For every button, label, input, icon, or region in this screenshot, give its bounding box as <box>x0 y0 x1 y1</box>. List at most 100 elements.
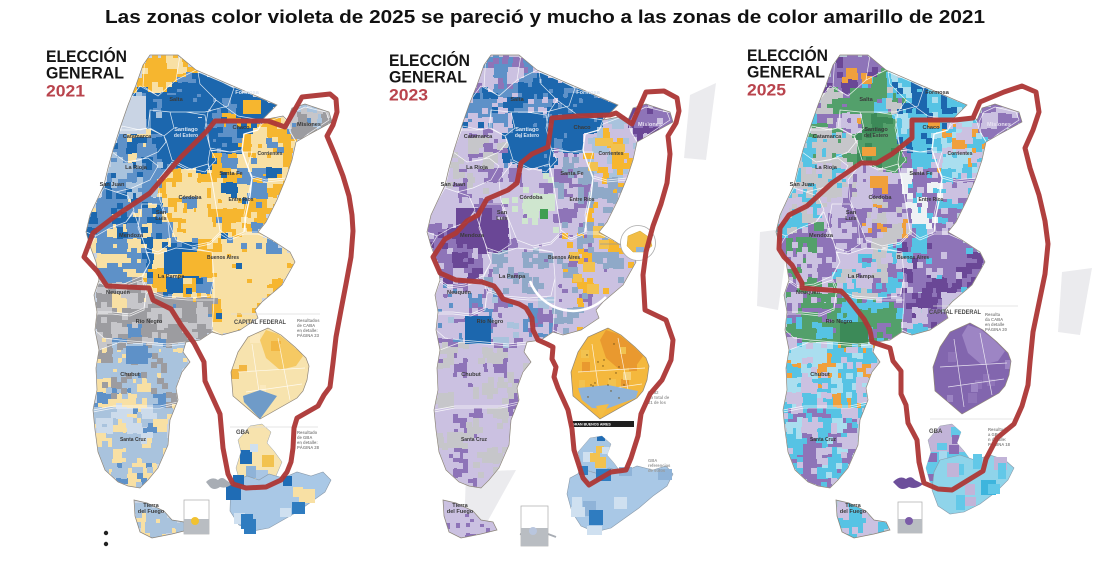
svg-text:Formosa: Formosa <box>576 90 601 96</box>
svg-text:un total de: un total de <box>648 395 670 400</box>
svg-text:del Fuego: del Fuego <box>447 509 474 515</box>
svg-text:La Rioja: La Rioja <box>125 165 148 171</box>
svg-text:Santa Fe: Santa Fe <box>219 171 242 177</box>
svg-text:Entre Ríos: Entre Ríos <box>228 197 253 203</box>
svg-text:Entre Ríos: Entre Ríos <box>918 197 943 203</box>
svg-text:Luis: Luis <box>845 216 857 222</box>
svg-text:Corrientes: Corrientes <box>598 151 623 157</box>
svg-text:a GBA: a GBA <box>988 432 1001 437</box>
svg-text:San Juan: San Juan <box>441 182 466 188</box>
svg-text:GBA: GBA <box>929 429 943 435</box>
svg-text:PÁGINA 20: PÁGINA 20 <box>985 327 1008 332</box>
svg-text:Río Negro: Río Negro <box>826 319 853 325</box>
svg-text:Salta: Salta <box>510 97 524 103</box>
svg-text:Santa Cruz: Santa Cruz <box>120 437 147 443</box>
svg-text:Resultado: Resultado <box>297 430 318 435</box>
svg-text:Santa Cruz: Santa Cruz <box>810 437 837 443</box>
svg-text:21 de los: 21 de los <box>648 400 667 405</box>
svg-text:en detalle:: en detalle: <box>297 440 318 445</box>
svg-text:Santiago: Santiago <box>864 127 888 133</box>
svg-text:La Rioja: La Rioja <box>815 165 838 171</box>
svg-text:Resulta: Resulta <box>985 312 1001 317</box>
svg-text:ELECCIÓN: ELECCIÓN <box>389 51 470 70</box>
svg-text:La Rioja: La Rioja <box>466 165 489 171</box>
svg-text:GBA: GBA <box>236 430 250 436</box>
svg-text:Luis: Luis <box>496 216 508 222</box>
svg-text:Santa Cruz: Santa Cruz <box>461 437 488 443</box>
svg-text:Catamarca: Catamarca <box>813 134 842 140</box>
svg-text:PÁGINA 18: PÁGINA 18 <box>988 442 1011 447</box>
svg-text:La Pampa: La Pampa <box>158 274 185 280</box>
svg-text:del Estero: del Estero <box>515 133 539 139</box>
svg-text:Chaco: Chaco <box>232 125 250 131</box>
svg-text:ELECCIÓN: ELECCIÓN <box>46 47 127 66</box>
svg-text:CAPITAL FEDERAL: CAPITAL FEDERAL <box>929 309 981 316</box>
svg-text:Santa Fe: Santa Fe <box>909 171 932 177</box>
svg-text:Corrientes: Corrientes <box>947 151 972 157</box>
svg-text:Santiago: Santiago <box>515 127 539 133</box>
svg-text:da CABA: da CABA <box>985 317 1003 322</box>
svg-text:GENERAL: GENERAL <box>747 62 825 81</box>
svg-text:Formosa: Formosa <box>235 90 260 96</box>
svg-text:Misiones: Misiones <box>987 122 1011 128</box>
svg-text:GENERAL: GENERAL <box>389 67 467 86</box>
svg-text:ELECCIÓN: ELECCIÓN <box>747 46 828 65</box>
svg-text:Catamarca: Catamarca <box>464 134 493 140</box>
svg-text:Buenos Aires: Buenos Aires <box>897 255 929 261</box>
svg-text:Tierra: Tierra <box>845 503 861 509</box>
svg-text:Neuquén: Neuquén <box>106 290 131 296</box>
svg-text:GRAN BUENOS AIRES: GRAN BUENOS AIRES <box>572 423 611 427</box>
svg-text:Mendoza: Mendoza <box>460 233 485 239</box>
svg-text:Resultados: Resultados <box>297 318 320 323</box>
svg-text:Chubut: Chubut <box>461 372 481 378</box>
svg-text:Salta: Salta <box>169 97 183 103</box>
svg-text:Chubut: Chubut <box>810 372 830 378</box>
svg-text:Las zonas color violeta de 202: Las zonas color violeta de 2025 se parec… <box>105 6 985 27</box>
svg-text:Buenos Aires: Buenos Aires <box>548 255 580 261</box>
svg-text:Chaco: Chaco <box>573 125 591 131</box>
svg-text:del Estero: del Estero <box>174 133 198 139</box>
svg-text:Santa Fe: Santa Fe <box>560 171 583 177</box>
svg-text:Córdoba: Córdoba <box>869 195 893 201</box>
svg-text:Catamarca: Catamarca <box>123 134 152 140</box>
svg-text:en detalle: en detalle <box>985 322 1005 327</box>
svg-text:Mendoza: Mendoza <box>119 233 144 239</box>
svg-text:2023: 2023 <box>389 85 428 104</box>
svg-text:de CABA: de CABA <box>297 323 315 328</box>
svg-text:Entre Ríos: Entre Ríos <box>569 197 594 203</box>
svg-text:2021: 2021 <box>46 81 85 100</box>
svg-text:Formosa: Formosa <box>925 90 950 96</box>
svg-text:de votos: de votos <box>648 468 666 473</box>
svg-text:referencias: referencias <box>648 463 671 468</box>
svg-text:Córdoba: Córdoba <box>520 195 544 201</box>
svg-text:Río Negro: Río Negro <box>136 319 163 325</box>
svg-text:San Juan: San Juan <box>790 182 815 188</box>
svg-text:del Fuego: del Fuego <box>840 509 867 515</box>
svg-text:Neuquén: Neuquén <box>796 290 821 296</box>
svg-text:San: San <box>156 210 167 216</box>
svg-text:Neuquén: Neuquén <box>447 290 472 296</box>
svg-text:San: San <box>497 210 508 216</box>
svg-text:La Pampa: La Pampa <box>848 274 875 280</box>
svg-text:en detalle:: en detalle: <box>297 328 318 333</box>
svg-text:Corrientes: Corrientes <box>257 151 282 157</box>
svg-text:La Pampa: La Pampa <box>499 274 526 280</box>
svg-text:Chaco: Chaco <box>922 125 940 131</box>
svg-text:Santiago: Santiago <box>174 127 198 133</box>
svg-text:Luis: Luis <box>155 216 167 222</box>
svg-text:del Fuego: del Fuego <box>138 509 165 515</box>
svg-text:Tierra: Tierra <box>143 503 159 509</box>
svg-text:Misiones: Misiones <box>297 122 321 128</box>
svg-text:PÁGINA 28: PÁGINA 28 <box>297 445 320 450</box>
svg-text:CAPITAL FEDERAL: CAPITAL FEDERAL <box>234 319 286 326</box>
svg-text:Salta: Salta <box>859 97 873 103</box>
svg-text:Mendoza: Mendoza <box>809 233 834 239</box>
svg-text:de GBA: de GBA <box>297 435 312 440</box>
svg-text:Tierra: Tierra <box>452 503 468 509</box>
svg-text:GENERAL: GENERAL <box>46 63 124 82</box>
svg-text:2025: 2025 <box>747 80 786 99</box>
svg-text:San: San <box>846 210 857 216</box>
svg-text:PÁGINA 23: PÁGINA 23 <box>297 333 320 338</box>
svg-text:Buenos Aires: Buenos Aires <box>207 255 239 261</box>
svg-text:Río Negro: Río Negro <box>477 319 504 325</box>
